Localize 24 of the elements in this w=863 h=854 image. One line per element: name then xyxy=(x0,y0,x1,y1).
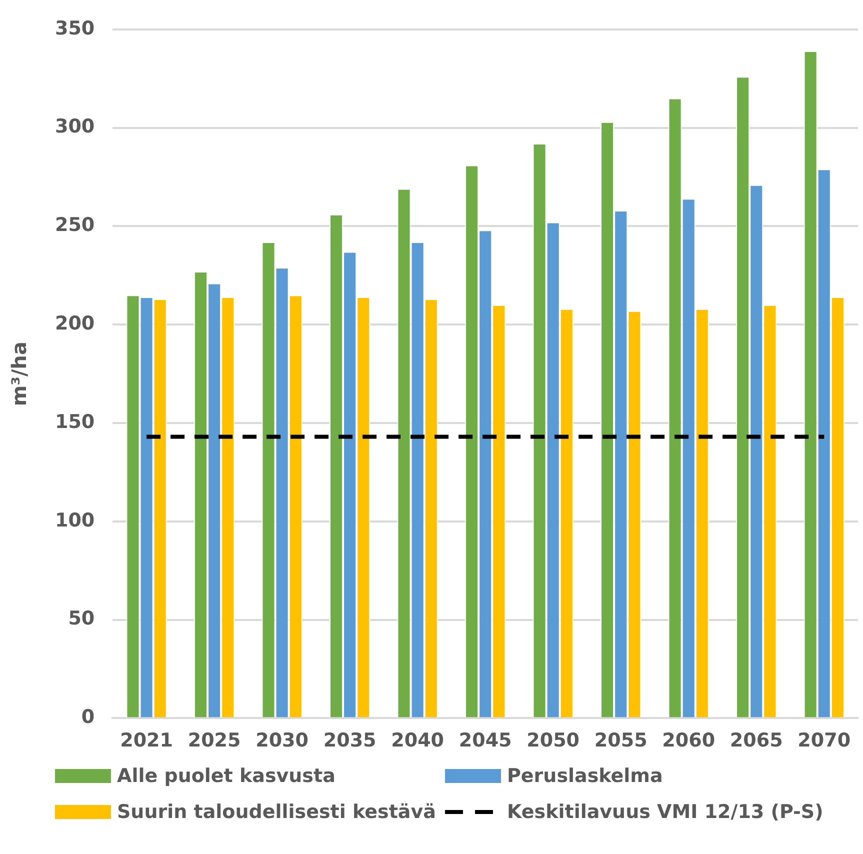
x-tick-label: 2055 xyxy=(594,730,648,752)
y-tick-label: 100 xyxy=(54,509,95,532)
y-tick-label: 50 xyxy=(68,608,95,630)
x-tick-label: 2021 xyxy=(120,730,173,752)
x-tick-label: 2045 xyxy=(458,730,512,752)
x-tick-label: 2040 xyxy=(391,730,444,752)
legend-label: Peruslaskelma xyxy=(507,765,663,787)
x-tick-label: 2030 xyxy=(256,730,308,752)
y-tick-label: 250 xyxy=(54,214,95,236)
y-tick-label: 300 xyxy=(54,116,95,138)
x-tick-label: 2035 xyxy=(323,730,376,752)
x-tick-label: 2070 xyxy=(798,730,851,752)
legend-label: Suurin taloudellisesti kestävä xyxy=(117,801,436,823)
x-tick-label: 2025 xyxy=(188,730,241,752)
legend-label: Keskitilavuus VMI 12/13 (P-S) xyxy=(507,801,824,823)
y-tick-label: 0 xyxy=(81,706,95,728)
y-axis-title: m³/ha xyxy=(7,341,32,406)
y-tick-label: 200 xyxy=(54,312,95,335)
y-tick-label: 150 xyxy=(54,410,95,433)
x-tick-label: 2065 xyxy=(730,730,783,752)
legend-label: Alle puolet kasvusta xyxy=(117,765,336,787)
x-tick-label: 2050 xyxy=(526,730,580,752)
y-tick-label: 350 xyxy=(54,17,95,40)
x-tick-label: 2060 xyxy=(662,730,716,752)
